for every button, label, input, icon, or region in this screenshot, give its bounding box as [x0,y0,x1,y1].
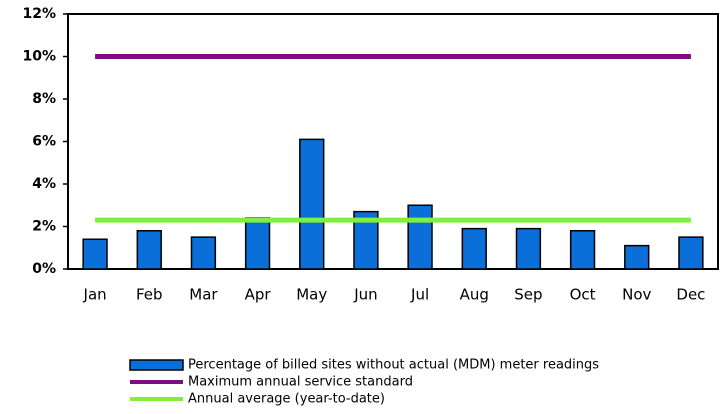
bar [136,230,162,270]
plot-frame [67,13,719,270]
x-tick-label: Apr [245,286,272,304]
bar [190,236,217,270]
legend-swatch [129,359,184,371]
y-tick-label: 12% [22,6,56,22]
y-tick-label: 8% [32,91,56,107]
x-tick-label: Sep [514,286,542,304]
legend-label: Annual average (year-to-date) [188,392,385,407]
y-tick-label: 2% [32,219,56,235]
x-tick-label: Jan [83,286,107,304]
bar [515,227,542,270]
x-tick-label: Jul [410,286,429,304]
bar [624,244,650,270]
bar [569,230,596,270]
x-tick-label: Oct [570,286,596,304]
x-tick-label: Feb [136,286,163,304]
legend-label: Maximum annual service standard [188,375,413,390]
y-tick-label: 4% [32,176,56,192]
x-tick-label: Jun [353,286,377,304]
bar [299,138,325,270]
x-tick-label: Dec [676,286,705,304]
bar [244,217,271,270]
x-tick-label: Nov [622,286,651,304]
bar [678,236,704,270]
x-tick-label: Mar [189,286,218,304]
y-tick-label: 6% [32,134,56,150]
bar [461,227,487,270]
bar [82,238,108,270]
y-tick-label: 10% [22,49,56,65]
x-tick-label: Aug [460,286,489,304]
y-tick-label: 0% [32,261,56,277]
x-tick-label: May [296,286,327,304]
bar [407,204,433,270]
bar [353,210,379,270]
legend-label: Percentage of billed sites without actua… [188,358,599,373]
